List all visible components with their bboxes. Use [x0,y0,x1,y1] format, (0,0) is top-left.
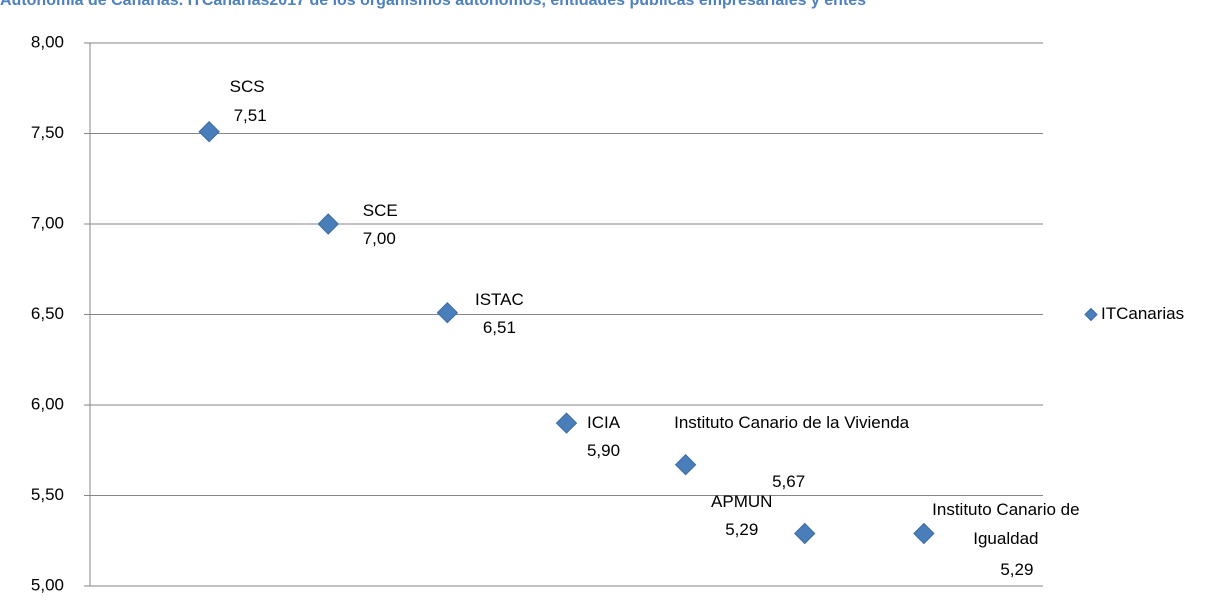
category-label: ICIA [586,413,621,433]
legend-marker [1084,307,1098,322]
y-tick-label: 5,50 [31,485,64,504]
data-point [436,301,459,324]
chart-title: Autonomía de Canarias. ITCanarias2017 de… [0,0,867,9]
category-label: Instituto Canario de la Vivienda [674,412,910,432]
data-label: 5,29 [725,519,759,539]
data-label: 5,90 [586,441,621,461]
data-point [913,522,935,545]
y-tick-label: 7,50 [31,123,64,142]
y-tick-label: 8,00 [31,32,64,51]
data-point [794,522,816,545]
data-point [198,120,220,143]
data-point [674,454,697,476]
category-label: ISTAC [474,289,524,309]
category-label: Instituto Canario de Igualdad [932,499,1080,548]
data-label: 5,67 [772,471,806,491]
y-tick-label: 6,50 [31,304,64,323]
data-point [317,213,339,235]
data-label: 7,00 [362,229,396,248]
category-label: APMUN [711,491,773,511]
data-point [555,412,578,434]
legend-label: ITCanarias [1101,304,1184,323]
data-label: 6,51 [482,317,516,337]
y-tick-label: 6,00 [31,394,64,413]
y-tick-label: 7,00 [31,213,64,232]
category-label: SCE [362,201,398,220]
data-label: 7,51 [233,105,267,125]
y-tick-label: 5,00 [31,575,64,594]
category-label: SCS [229,76,265,96]
data-label: 5,29 [1000,559,1034,579]
